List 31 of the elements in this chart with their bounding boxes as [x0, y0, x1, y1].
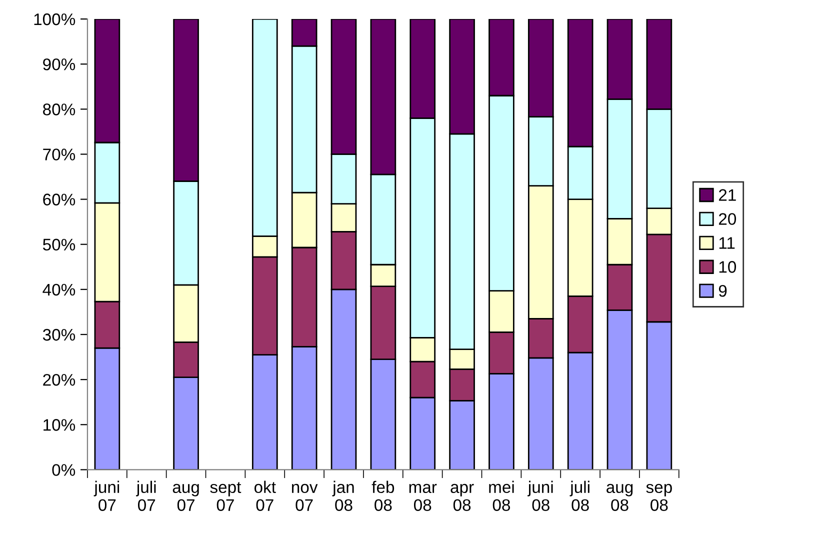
x-tick-label: juli 08 [570, 480, 590, 511]
legend-label: 21 [718, 189, 736, 201]
x-tick-label: apr 08 [450, 484, 474, 511]
x-tick-label: juni 07 [94, 480, 120, 511]
x-tick-label: aug 08 [606, 484, 633, 511]
x-tick-label: juli 07 [136, 480, 156, 511]
x-tick-label: nov 07 [292, 484, 318, 511]
y-tick-label: 60% [43, 194, 76, 206]
x-tick-label: juni 08 [528, 480, 553, 511]
y-tick-label: 40% [42, 284, 76, 296]
y-tick-label: 50% [42, 238, 76, 251]
y-tick-label: 20% [43, 374, 76, 386]
y-tick-label: 10% [44, 419, 76, 431]
x-tick-label: jan 08 [332, 480, 354, 511]
x-tick-label: feb 08 [372, 480, 394, 511]
y-tick-label: 100% [34, 13, 76, 26]
legend-label: 11 [719, 237, 735, 249]
y-tick-label: 30% [42, 328, 76, 341]
x-tick-label: aug 07 [172, 484, 199, 511]
x-tick-label: sep 08 [646, 484, 672, 511]
y-tick-label: 0% [52, 464, 76, 476]
x-tick-label: okt 07 [254, 480, 276, 511]
x-tick-label: sept 07 [210, 482, 242, 511]
legend-label: 20 [718, 213, 736, 225]
y-tick-label: 80% [43, 104, 76, 116]
legend-label: 9 [718, 284, 727, 297]
y-tick-label: 90% [43, 58, 76, 70]
x-tick-label: mar 08 [409, 484, 437, 511]
legend-label: 10 [719, 261, 736, 273]
y-tick-label: 70% [43, 148, 76, 160]
x-tick-label: mei 08 [489, 480, 514, 511]
